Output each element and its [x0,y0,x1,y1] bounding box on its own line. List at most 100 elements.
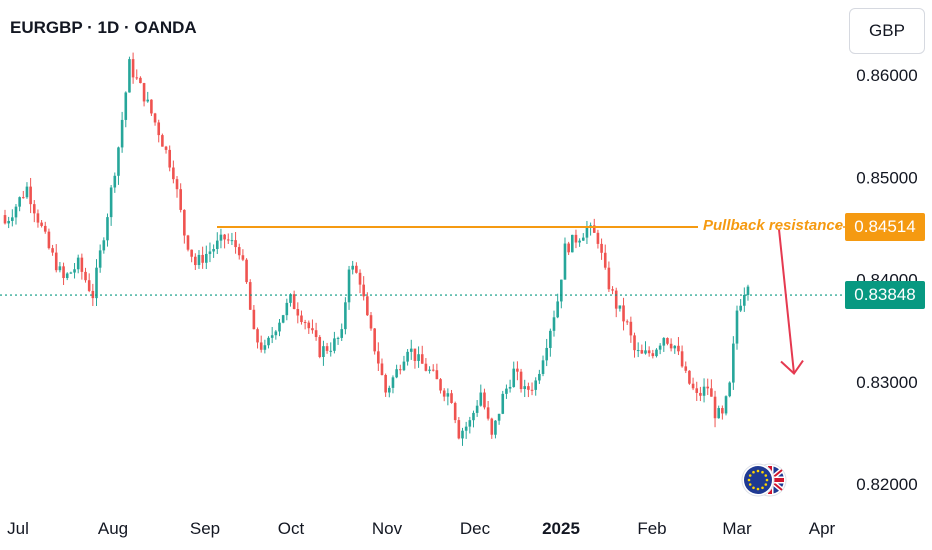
candle [11,209,14,227]
candle [442,388,446,402]
candlestick-series [3,52,750,446]
candle [746,284,750,301]
candle [618,305,622,312]
candle [106,213,109,247]
candle [325,342,329,354]
candle [3,209,7,225]
candle [303,319,307,330]
candle [523,379,527,398]
candle [131,52,135,84]
x-tick-label: Mar [722,519,752,538]
candle [545,338,548,367]
currency-button[interactable]: GBP [849,8,925,54]
candle [384,373,387,397]
candle [472,410,475,428]
candle [322,340,325,366]
candle [439,378,442,394]
candle [62,262,65,286]
candle [501,390,505,415]
candle [398,364,402,375]
candle [47,228,51,250]
chart-title: EURGBP · 1D · OANDA [10,18,197,37]
candle [340,323,344,341]
candle [183,209,186,244]
candle [102,237,106,254]
candle [142,82,146,107]
candle [710,379,713,397]
candle [91,283,95,307]
candle [691,377,695,391]
candle [395,364,398,379]
candle [14,204,18,225]
candle [669,338,673,352]
candle [739,298,742,313]
candle [263,339,267,354]
y-tick-label: 0.83000 [856,373,917,392]
candle [139,76,142,84]
candle [673,345,677,354]
candle [168,145,171,172]
candle [333,331,336,354]
candle [453,401,457,424]
candle [146,91,150,103]
candle [417,346,420,368]
candle [706,378,710,396]
candle [157,119,161,143]
candle [208,242,212,263]
candle [702,378,706,403]
candle [743,287,746,312]
candle [721,405,724,420]
candle [18,196,21,212]
candle [424,358,428,372]
candle [36,209,40,228]
candle [461,427,464,446]
resistance-price-tag: 0.84514 [845,212,925,241]
candle [560,279,563,309]
candle [512,361,516,388]
candle [486,400,490,421]
candle [366,292,369,316]
candle [497,413,501,425]
candle [58,262,62,273]
candle [699,386,702,402]
candle [666,337,669,346]
candle [406,349,409,366]
eu-gb-flags-icon [741,463,787,497]
candle [285,298,289,321]
candle [464,421,468,439]
candle [538,369,541,384]
pullback-resistance-label: Pullback resistance [703,216,844,234]
candle [69,271,73,274]
candle [614,287,618,318]
candle [475,400,479,417]
candle [241,249,245,262]
candle [402,355,406,372]
candle [479,384,483,407]
candle [267,336,270,349]
candle [468,416,472,434]
candle [164,145,168,154]
candle [735,305,739,350]
candle [7,216,10,229]
candle [571,234,574,253]
candle [728,381,731,398]
candle [519,368,523,393]
candle [388,385,391,398]
x-tick-label: Feb [637,519,666,538]
candle [307,320,311,334]
candle [40,220,43,228]
candle [505,384,508,399]
x-tick-label: Jul [7,519,29,538]
candle [585,220,589,244]
candle [677,337,680,356]
candle [651,349,655,359]
candle [556,293,559,319]
candle [54,244,58,273]
candle [695,381,699,401]
x-tick-label: Apr [809,519,836,538]
candle [281,314,285,324]
candle [428,366,431,374]
candle [581,233,585,241]
candle [98,244,102,273]
